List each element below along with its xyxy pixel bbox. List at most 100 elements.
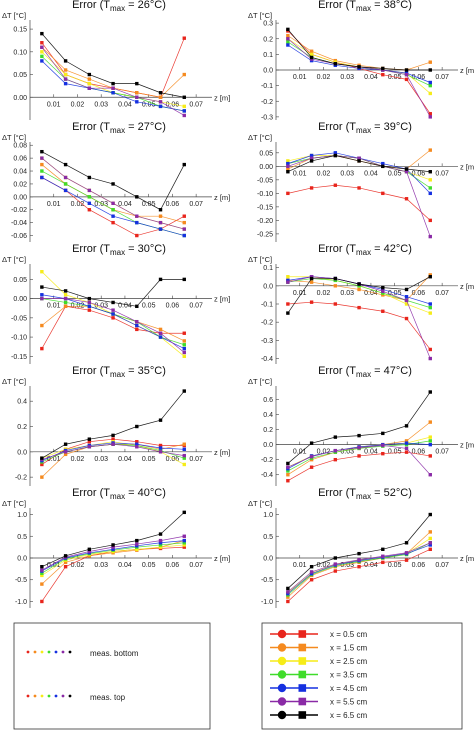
data-point [111,433,115,438]
data-point [381,560,385,565]
data-point [428,512,432,517]
legend-marker-dot [33,694,37,698]
legend-marker-dot [68,694,72,698]
data-point [333,448,338,453]
data-point [63,59,68,63]
data-point [428,530,432,534]
y-tick-label: 0.06 [13,156,27,163]
data-point [428,170,432,174]
data-point [404,68,409,72]
data-point [135,220,139,225]
data-point [111,86,115,90]
data-point [309,52,314,57]
data-point [286,590,290,594]
x-tick-label: 0.01 [47,456,61,463]
x-tick-label: 0.04 [118,201,132,208]
data-point [40,31,44,36]
data-point [40,162,44,167]
data-point [135,442,139,446]
data-point [40,149,44,154]
data-point [63,77,68,81]
data-point [286,461,290,466]
y-tick-label: -0.3 [261,114,273,121]
legend-marker-dot [47,694,51,698]
x-axis-label: z [m] [460,282,474,291]
data-point [309,465,314,469]
data-point [182,95,186,99]
data-point [135,538,139,543]
chart-panel-6: Error (Tmax = 42°C) ΔT [°C]0.1 0.0 -0.1 -0.2… [248,243,474,364]
data-point [286,469,290,473]
legend-series-label: x = 5.5 cm [330,698,367,707]
data-point [135,323,139,328]
data-point [40,582,44,586]
chart-panel-2: Error (Tmax = 38°C) ΔT [°C]0.3 0.2 0.1 0.0 -0… [248,0,474,121]
chart-title-subscript: max [356,492,371,501]
y-tick-label: 0.00 [13,95,27,102]
chart-title-prefix: Error (T [318,243,356,255]
data-point [286,278,290,283]
y-tick-label: 0.10 [13,49,27,56]
x-tick-label: 0.02 [71,101,85,108]
data-point [158,220,163,225]
legend-marker-dot [40,694,44,698]
x-tick-label: 0.01 [47,303,61,310]
data-point [404,316,409,321]
data-point [286,40,290,44]
data-point [87,300,92,305]
x-tick-label: 0.02 [317,449,331,456]
data-point [135,214,139,218]
legend-series-square [298,630,307,638]
legend-series-square [298,697,307,706]
data-point [286,465,290,469]
chart-title-suffix: = 39°C) [371,121,412,133]
data-point [111,545,115,549]
chart-title: Error (Tmax = 26°C) [72,0,166,13]
data-point [404,197,409,201]
data-point [63,554,68,558]
data-point [381,287,385,292]
x-axis-label: z [m] [460,66,474,75]
data-point [182,113,186,118]
data-point [404,558,409,562]
x-tick-label: 0.05 [388,170,402,177]
data-point [333,153,338,158]
data-point [40,573,44,578]
data-point [135,233,139,238]
y-tick-label: 0.5 [17,534,27,541]
data-point [357,159,361,163]
data-point [286,170,290,174]
data-point [182,343,186,347]
series-line [287,184,431,221]
data-point [40,346,44,351]
data-point [333,562,338,566]
y-tick-label: 0.1 [263,265,273,272]
x-tick-label: 0.06 [166,456,180,463]
data-point [357,433,361,438]
data-point [135,547,139,552]
data-point [428,148,432,152]
data-point [404,441,409,445]
data-point [135,424,139,429]
data-point [404,541,409,545]
data-point [428,442,432,447]
data-point [404,77,409,82]
data-point [87,439,92,444]
series-line [41,443,185,478]
x-tick-label: 0.05 [142,101,156,108]
data-point [309,564,314,569]
legend-series-circle [277,629,287,639]
data-point [357,186,361,190]
data-point [428,543,432,547]
y-axis-label: ΔT [°C] [2,133,26,142]
y-tick-label: 0.05 [13,277,27,284]
y-tick-label: -0.1 [261,83,273,90]
x-tick-label: 0.07 [189,303,203,310]
data-point [87,547,92,552]
x-tick-label: 0.04 [364,449,378,456]
data-point [158,100,163,104]
data-point [182,227,186,231]
x-tick-label: 0.06 [412,170,426,177]
data-point [182,447,186,451]
x-axis-label: z [m] [460,441,474,450]
